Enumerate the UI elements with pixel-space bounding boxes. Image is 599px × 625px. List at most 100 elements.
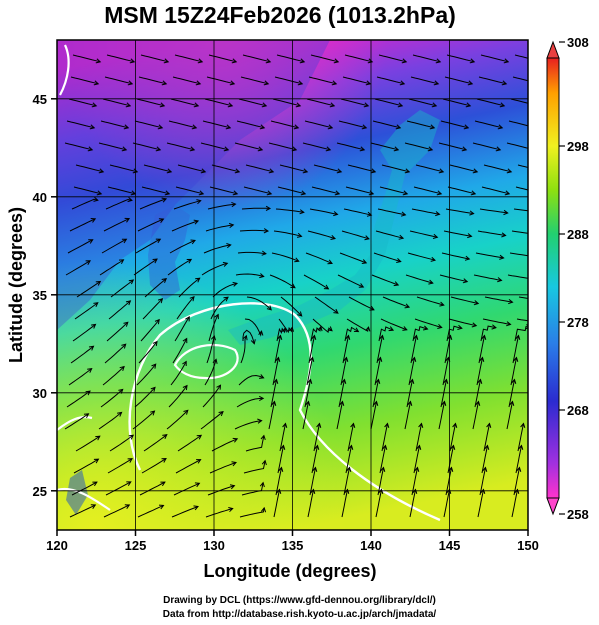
streamline-arrow bbox=[299, 58, 306, 64]
streamline-arrow bbox=[461, 146, 468, 152]
streamline-arrow bbox=[132, 168, 139, 174]
streamline bbox=[134, 387, 156, 408]
streamline-arrow bbox=[266, 190, 273, 196]
streamline bbox=[206, 76, 235, 85]
contour-line bbox=[57, 487, 111, 511]
colorbar-tick-label: 288 bbox=[567, 227, 589, 242]
streamline-arrow bbox=[358, 283, 365, 288]
streamline bbox=[311, 445, 318, 474]
streamline-arrow bbox=[432, 233, 439, 239]
streamline-arrow bbox=[127, 197, 133, 203]
streamline-arrow bbox=[481, 334, 487, 340]
streamline bbox=[473, 274, 502, 281]
streamline bbox=[515, 445, 522, 474]
streamline bbox=[380, 318, 407, 331]
streamline-arrow bbox=[393, 146, 400, 152]
streamline-arrow bbox=[314, 444, 320, 450]
streamline bbox=[275, 208, 304, 213]
streamline bbox=[200, 142, 229, 151]
streamline bbox=[377, 208, 406, 216]
streamline-arrow bbox=[402, 326, 408, 331]
streamline bbox=[375, 230, 404, 239]
contour-line bbox=[57, 416, 93, 431]
streamline bbox=[480, 325, 497, 342]
streamline bbox=[448, 318, 477, 327]
streamline bbox=[412, 325, 428, 342]
streamline bbox=[101, 238, 127, 254]
streamline-arrow bbox=[118, 259, 125, 265]
credit-data: Data from http://database.rish.kyoto-u.a… bbox=[162, 609, 437, 620]
streamline-arrow bbox=[534, 103, 538, 107]
streamline bbox=[138, 76, 167, 85]
streamline-arrow bbox=[128, 434, 135, 440]
streamline bbox=[374, 357, 381, 386]
streamline-arrow bbox=[469, 58, 476, 64]
streamline-arrow bbox=[503, 58, 510, 64]
streamline bbox=[206, 335, 215, 364]
streamline bbox=[204, 98, 233, 107]
streamline bbox=[508, 120, 528, 127]
streamline-arrow bbox=[261, 459, 267, 466]
streamline bbox=[302, 401, 309, 430]
streamline bbox=[370, 142, 399, 151]
streamline-arrow bbox=[123, 321, 129, 327]
streamline bbox=[272, 98, 301, 107]
streamline-arrow bbox=[464, 255, 471, 261]
streamline bbox=[449, 423, 456, 452]
streamline-arrow bbox=[242, 334, 248, 341]
streamline-arrow bbox=[124, 504, 131, 509]
streamline-arrow bbox=[475, 400, 481, 406]
streamline bbox=[66, 390, 91, 408]
streamline bbox=[302, 142, 331, 151]
streamline bbox=[204, 359, 217, 386]
streamline bbox=[208, 314, 219, 342]
streamline bbox=[338, 120, 367, 129]
streamline-arrow bbox=[155, 238, 162, 244]
streamline bbox=[338, 379, 345, 408]
streamline-arrow bbox=[333, 308, 339, 314]
streamline bbox=[133, 258, 158, 276]
streamline-arrow bbox=[416, 444, 422, 450]
streamline-arrow bbox=[234, 168, 241, 174]
streamline-arrow bbox=[401, 58, 408, 64]
streamline bbox=[73, 186, 102, 195]
streamline bbox=[202, 384, 221, 408]
streamline-arrow bbox=[257, 146, 264, 152]
colorbar-tick-label: 298 bbox=[567, 139, 589, 154]
streamline bbox=[515, 186, 528, 191]
streamline-arrow bbox=[536, 81, 540, 85]
streamline bbox=[514, 326, 528, 342]
streamline bbox=[109, 434, 134, 452]
streamline-arrow bbox=[265, 205, 272, 211]
streamline-arrow bbox=[465, 102, 472, 108]
streamline-arrow bbox=[261, 102, 268, 108]
streamline bbox=[514, 54, 528, 59]
streamline bbox=[438, 142, 467, 151]
streamline-arrow bbox=[297, 311, 303, 317]
streamline bbox=[347, 423, 354, 452]
streamline bbox=[342, 76, 371, 85]
streamline-arrow bbox=[127, 458, 133, 463]
streamline-arrow bbox=[429, 124, 436, 130]
streamline-arrow bbox=[317, 325, 323, 332]
streamline-arrow bbox=[462, 278, 469, 284]
streamline-arrow bbox=[275, 356, 281, 362]
streamline bbox=[310, 54, 339, 63]
streamline bbox=[479, 208, 508, 214]
streamline-arrow bbox=[91, 323, 97, 329]
streamline-arrow bbox=[154, 318, 160, 325]
streamline-arrow bbox=[511, 378, 517, 384]
streamline bbox=[309, 208, 338, 215]
streamline-arrow bbox=[185, 316, 190, 322]
streamline-arrow bbox=[260, 506, 267, 513]
streamline-arrow bbox=[189, 296, 195, 302]
streamline bbox=[314, 296, 339, 314]
streamline bbox=[207, 485, 235, 496]
streamline bbox=[410, 76, 439, 85]
streamline bbox=[517, 423, 524, 452]
streamline-arrow bbox=[506, 321, 512, 327]
streamline-arrow bbox=[414, 466, 420, 472]
streamline bbox=[64, 142, 93, 151]
streamline-arrow bbox=[499, 102, 506, 108]
streamline bbox=[372, 120, 401, 129]
